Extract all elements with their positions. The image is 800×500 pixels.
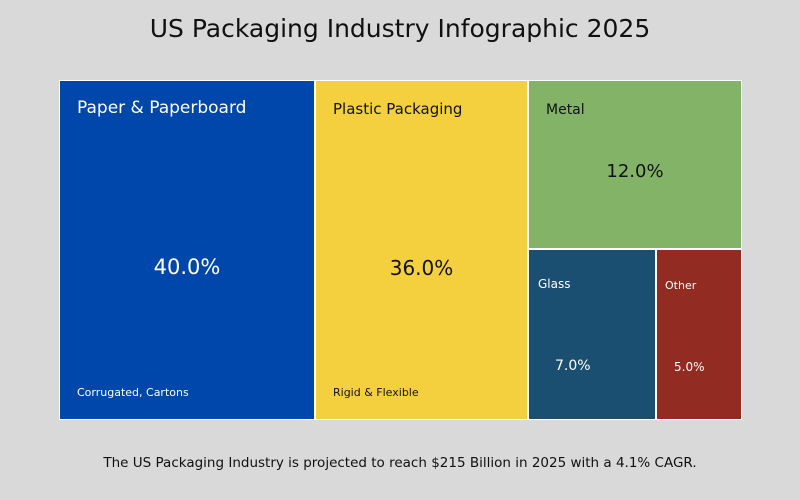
tile-label: Paper & Paperboard xyxy=(77,98,247,118)
tile-label: Plastic Packaging xyxy=(333,100,463,118)
tile-value: 40.0% xyxy=(153,255,221,279)
tile-label: Other xyxy=(665,279,697,292)
tile-plastic: Plastic Packaging 36.0% Rigid & Flexible xyxy=(315,80,528,420)
treemap: Paper & Paperboard 40.0% Corrugated, Car… xyxy=(59,80,742,420)
tile-value: 12.0% xyxy=(606,161,664,182)
tile-value: 5.0% xyxy=(674,360,705,374)
tile-metal: Metal 12.0% xyxy=(528,80,742,249)
tile-other: Other 5.0% xyxy=(656,249,742,420)
chart-title: US Packaging Industry Infographic 2025 xyxy=(149,14,651,43)
tile-subtitle: Rigid & Flexible xyxy=(333,386,419,399)
tile-value: 36.0% xyxy=(389,256,454,280)
tile-value: 7.0% xyxy=(555,358,591,374)
tile-label: Metal xyxy=(546,102,585,118)
tile-glass: Glass 7.0% xyxy=(528,249,656,420)
footnote: The US Packaging Industry is projected t… xyxy=(103,455,697,471)
tile-subtitle: Corrugated, Cartons xyxy=(77,386,189,399)
tile-paper: Paper & Paperboard 40.0% Corrugated, Car… xyxy=(59,80,315,420)
tile-label: Glass xyxy=(538,277,571,291)
